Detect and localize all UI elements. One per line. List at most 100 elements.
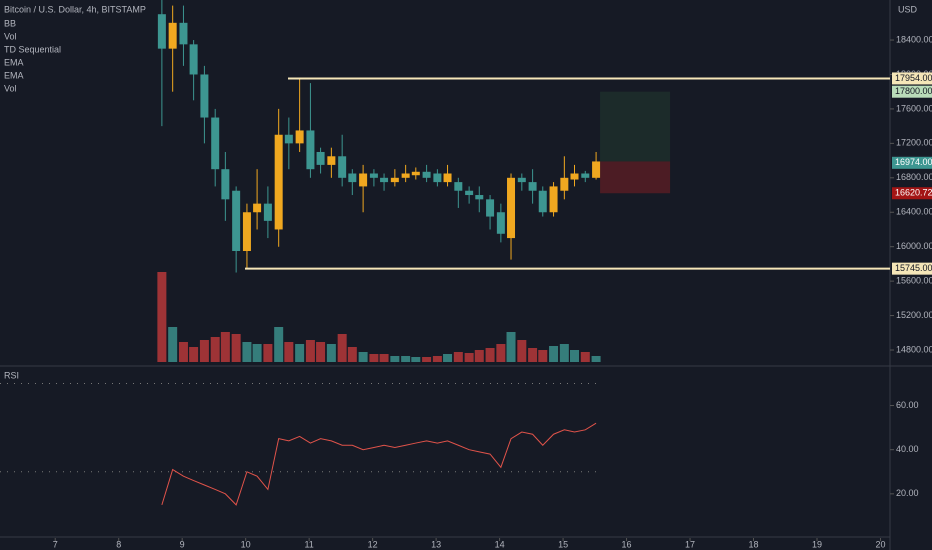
candle-body <box>538 190 547 213</box>
volume-bar <box>263 344 273 362</box>
volume-bar <box>220 332 230 362</box>
indicator-label: EMA <box>4 70 24 80</box>
candle-body <box>211 117 220 170</box>
indicator-label: EMA <box>4 57 24 67</box>
x-tick-label: 18 <box>749 539 759 549</box>
x-tick-label: 19 <box>812 539 822 549</box>
candle-body <box>232 190 241 251</box>
candle-body <box>189 44 198 75</box>
volume-bar <box>401 356 411 362</box>
x-tick-label: 14 <box>495 539 505 549</box>
volume-bar <box>242 342 252 362</box>
volume-bar <box>358 352 368 362</box>
price-tag <box>892 85 932 98</box>
volume-bar <box>284 342 294 362</box>
x-tick-label: 7 <box>53 539 58 549</box>
y-tick-label: 16000.00 <box>896 241 932 251</box>
candle-body <box>570 173 579 180</box>
candle-body <box>221 169 230 200</box>
volume-bar <box>506 332 516 362</box>
candle-body <box>242 212 251 251</box>
x-tick-label: 13 <box>431 539 441 549</box>
x-tick-label: 16 <box>622 539 632 549</box>
candle-body <box>348 173 357 183</box>
volume-bar <box>189 347 199 362</box>
volume-bar <box>474 350 484 362</box>
candle-body <box>592 161 601 178</box>
volume-bar <box>337 334 347 362</box>
candle-body <box>549 186 558 213</box>
volume-bar <box>528 348 538 362</box>
candle-body <box>443 173 452 183</box>
volume-bar <box>432 356 442 362</box>
volume-bar <box>422 357 432 362</box>
volume-bar <box>559 344 569 362</box>
candle-body <box>284 134 293 144</box>
rsi-tick-label: 60.00 <box>896 400 919 410</box>
level-tag <box>892 72 932 85</box>
level-label: 17954.00 <box>895 73 932 83</box>
y-tick-label: 15600.00 <box>896 276 932 286</box>
volume-bar <box>305 340 315 362</box>
volume-bar <box>570 350 580 362</box>
y-tick-label: 17200.00 <box>896 138 932 148</box>
volume-bar <box>379 354 389 362</box>
rsi-tick-label: 40.00 <box>896 444 919 454</box>
x-tick-label: 10 <box>241 539 251 549</box>
y-tick-label: 14800.00 <box>896 344 932 354</box>
candle-body <box>263 203 272 221</box>
candle-body <box>454 182 463 191</box>
y-tick-label: 17600.00 <box>896 103 932 113</box>
candle-body <box>433 173 442 183</box>
candle-body <box>475 195 484 200</box>
rsi-line <box>161 422 597 506</box>
candle-body <box>465 190 474 196</box>
price-tag <box>892 187 932 200</box>
volume-bar <box>453 352 463 362</box>
candle-body <box>411 171 420 176</box>
candle-body <box>390 177 399 183</box>
candle-body <box>528 182 537 191</box>
volume-bar <box>411 357 421 362</box>
volume-bar <box>178 342 188 362</box>
volume-bar <box>496 344 506 362</box>
candle-body <box>200 74 209 118</box>
volume-bar <box>369 354 379 362</box>
y-tick-label: 18400.00 <box>896 34 932 44</box>
volume-bar <box>295 344 305 362</box>
volume-bar <box>580 352 590 362</box>
y-tick-label: 15200.00 <box>896 310 932 320</box>
price-label: 16620.72 <box>895 188 932 198</box>
candle-body <box>369 173 378 178</box>
price-label: 16974.00 <box>895 157 932 167</box>
volume-bar <box>252 344 262 362</box>
candle-body <box>316 151 325 165</box>
candle-body <box>295 130 304 144</box>
candle-body <box>486 199 495 217</box>
level-label: 15745.00 <box>895 263 932 273</box>
rsi-tick-label: 20.00 <box>896 488 919 498</box>
x-tick-label: 12 <box>368 539 378 549</box>
currency: USD <box>898 4 918 14</box>
indicator-label: Vol <box>4 83 17 93</box>
candle-body <box>517 177 526 183</box>
candle-body <box>422 171 431 178</box>
volume-bar <box>464 353 474 362</box>
volume-bar <box>538 350 548 362</box>
volume-bar <box>326 344 336 362</box>
price-tag <box>892 156 932 169</box>
candle-body <box>338 156 347 178</box>
candle-body <box>359 173 368 187</box>
candle-body <box>168 22 177 49</box>
indicator-label: Vol <box>4 31 17 41</box>
target-zone <box>600 91 671 162</box>
volume-bar <box>231 334 241 362</box>
candle-body <box>380 177 389 183</box>
chart-title: Bitcoin / U.S. Dollar, 4h, BITSTAMP <box>4 4 146 14</box>
candle-body <box>581 173 590 178</box>
volume-bar <box>157 272 167 362</box>
x-tick-label: 15 <box>558 539 568 549</box>
volume-bar <box>347 347 357 362</box>
